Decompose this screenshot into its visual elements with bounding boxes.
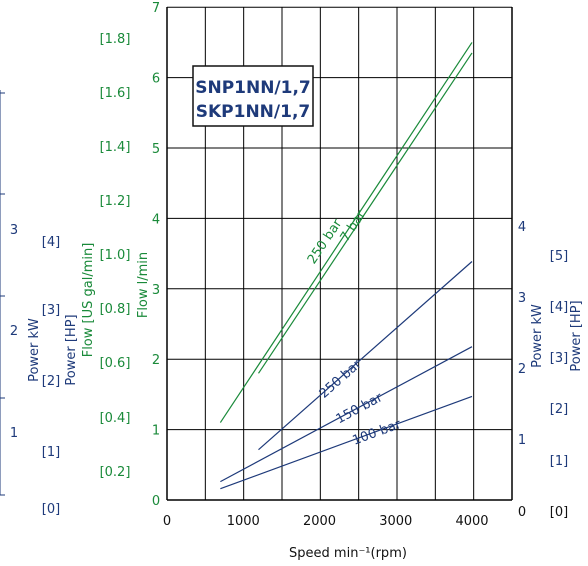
- axes: 0 1000 2000 3000 4000 0 1 2 3 4 5 6 7 [0.2] [0.4] [0.6]…: [10, 1, 568, 529]
- power-hp-axis-label-left: Power [HP]: [64, 314, 79, 385]
- series-line-0: [219, 42, 473, 423]
- x-tick-label: 4000: [455, 514, 488, 529]
- series-label-2: 250 bar: [317, 357, 365, 402]
- power-hp-tick-label-left: [0]: [42, 502, 60, 517]
- flow-us-tick-label: [1.0]: [100, 248, 131, 263]
- power-kw-tick-label-right: 2: [518, 362, 526, 377]
- flow-tick-label: 6: [152, 72, 160, 87]
- power-hp-axis-label-right: Power [HP]: [569, 300, 584, 371]
- model-label-frame: [192, 65, 314, 127]
- series-lines: [219, 42, 473, 490]
- power-kw-tick-label-left: 3: [10, 223, 18, 238]
- power-hp-tick-label-right: [1]: [550, 454, 568, 469]
- flow-us-tick-label: [0.2]: [100, 465, 131, 480]
- flow-tick-label: 3: [152, 283, 160, 298]
- series-line-3: [220, 346, 473, 483]
- power-hp-tick-label-right: [0]: [550, 505, 568, 520]
- model-label-2: SKP1NN/1,7: [196, 102, 310, 122]
- model-label-box: SNP1NN/1,7 SKP1NN/1,7: [192, 65, 314, 127]
- flow-us-tick-label: [1.6]: [100, 86, 131, 101]
- series-line-2: [258, 261, 473, 451]
- x-tick-label: 0: [163, 514, 171, 529]
- power-kw-tick-label-right: 1: [518, 433, 526, 448]
- model-label-1: SNP1NN/1,7: [195, 78, 311, 98]
- flow-tick-label: 7: [152, 1, 160, 16]
- flow-us-axis-label: Flow [US gal/min]: [81, 243, 96, 358]
- power-hp-tick-label-left: [1]: [42, 445, 60, 460]
- flow-tick-label: 0: [152, 494, 160, 509]
- flow-tick-label: 4: [152, 212, 160, 227]
- power-kw-tick-label-left: 1: [10, 426, 18, 441]
- left-edge-ticks: [0, 90, 5, 496]
- x-tick-label: 3000: [379, 514, 412, 529]
- power-hp-tick-label-right: [3]: [550, 351, 568, 366]
- power-hp-tick-label-left: [4]: [42, 235, 60, 250]
- flow-us-tick-label: [0.6]: [100, 356, 131, 371]
- series-line-1: [258, 52, 473, 374]
- flow-axis-label: Flow l/min: [136, 252, 151, 318]
- x-tick-label: 1000: [227, 514, 260, 529]
- power-kw-axis-label-left: Power kW: [27, 318, 42, 382]
- grid: [166, 6, 513, 501]
- x-axis-label: Speed min⁻¹(rpm): [289, 546, 407, 561]
- power-kw-axis-label-right: Power kW: [530, 304, 545, 368]
- flow-us-tick-label: [0.8]: [100, 302, 131, 317]
- power-kw-tick-label-right: 4: [518, 220, 526, 235]
- x-tick-label: 2000: [303, 514, 336, 529]
- power-hp-tick-label-left: [2]: [42, 374, 60, 389]
- power-kw-tick-label-left: 2: [10, 324, 18, 339]
- power-kw-tick-label-right: 3: [518, 291, 526, 306]
- power-zero-label: 0: [518, 505, 526, 520]
- power-hp-tick-label-left: [3]: [42, 303, 60, 318]
- power-hp-tick-label-right: [2]: [550, 402, 568, 417]
- power-hp-tick-label-right: [5]: [550, 249, 568, 264]
- flow-tick-label: 5: [152, 142, 160, 157]
- flow-us-tick-label: [1.8]: [100, 32, 131, 47]
- power-hp-tick-label-right: [4]: [550, 300, 568, 315]
- flow-us-tick-label: [1.2]: [100, 194, 131, 209]
- flow-tick-label: 2: [152, 353, 160, 368]
- series-line-4: [220, 395, 473, 490]
- series-label-3: 150 bar: [334, 390, 386, 427]
- flow-tick-label: 1: [152, 424, 160, 439]
- flow-us-tick-label: [1.4]: [100, 140, 131, 155]
- flow-us-tick-label: [0.4]: [100, 411, 131, 426]
